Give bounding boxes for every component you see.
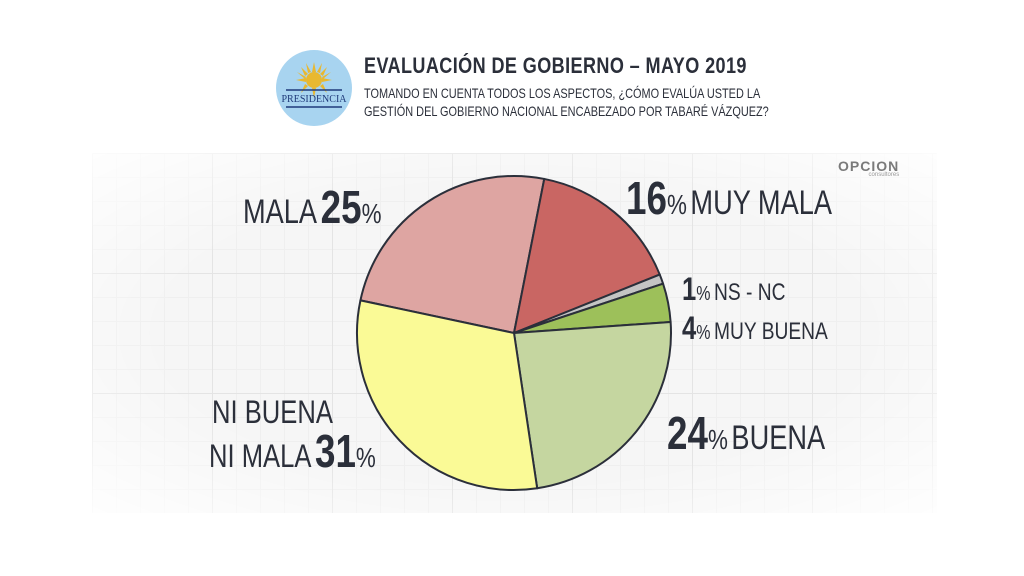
label-buena: 24% BUENA [667,407,826,459]
label-ni-buena-line1: NI BUENA [212,394,333,430]
presidencia-logo: PRESIDENCIA [276,50,352,126]
brand-name: OPCION [838,158,900,174]
pie-slice-muy-mala [513,177,661,334]
pie-slice-ni-buena-ni-mala [356,299,539,491]
opcion-logo: OPCION consultores [838,158,899,178]
brand-sub: consultores [868,172,900,178]
label-mala: MALA 25% [243,181,382,233]
label-ns-nc: 1% NS - NC [682,271,786,307]
label-muy-buena: 4% MUY BUENA [682,310,828,346]
pie-slice-mala [359,174,546,334]
pie-slice-buena [513,320,672,490]
page-subtitle: TOMANDO EN CUENTA TODOS LOS ASPECTOS, ¿C… [364,85,769,119]
logo-text: PRESIDENCIA [281,94,347,105]
sun-icon [286,62,342,108]
label-muy-mala: 16% MUY MALA [626,172,833,224]
page-title: EVALUACIÓN DE GOBIERNO – MAYO 2019 [364,53,747,78]
label-ni-buena-line2: NI MALA 31% [209,425,376,477]
